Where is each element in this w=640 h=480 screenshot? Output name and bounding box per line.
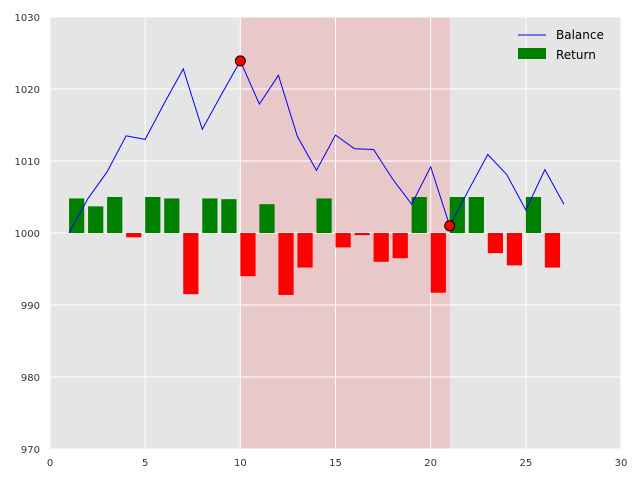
return-bar xyxy=(468,197,484,233)
y-tick-label: 980 xyxy=(21,373,40,384)
return-bar xyxy=(392,233,408,259)
return-bar xyxy=(525,197,542,233)
return-bar xyxy=(506,233,523,266)
return-bar xyxy=(544,233,561,268)
y-tick-label: 970 xyxy=(21,445,40,456)
return-bar xyxy=(487,233,503,254)
y-tick-label: 1010 xyxy=(15,157,40,168)
x-tick-label: 25 xyxy=(519,458,532,469)
y-tick-label: 990 xyxy=(21,301,40,312)
y-tick-label: 1020 xyxy=(15,85,40,96)
legend-balance-label: Balance xyxy=(556,28,604,42)
return-bar xyxy=(126,233,142,238)
return-bar xyxy=(183,233,199,295)
return-bar xyxy=(145,197,161,233)
y-tick-label: 1030 xyxy=(15,13,40,24)
legend: Balance Return xyxy=(518,28,604,62)
x-tick-label: 20 xyxy=(424,458,437,469)
x-tick-label: 0 xyxy=(47,458,53,469)
legend-return-label: Return xyxy=(556,48,596,62)
x-tick-label: 15 xyxy=(329,458,342,469)
return-bar xyxy=(88,206,104,233)
return-bar xyxy=(278,233,294,295)
trade-marker xyxy=(234,55,246,67)
x-tick-label: 10 xyxy=(234,458,247,469)
return-bar xyxy=(430,233,446,293)
return-bar xyxy=(316,198,332,233)
return-bar xyxy=(107,197,123,233)
x-tick-label: 30 xyxy=(615,458,628,469)
return-bar xyxy=(221,199,237,233)
return-bar xyxy=(259,204,275,233)
x-tick-label: 5 xyxy=(142,458,148,469)
y-tick-label: 1000 xyxy=(15,229,40,240)
return-bar xyxy=(202,198,218,233)
return-bar xyxy=(297,233,313,268)
return-bar xyxy=(164,198,180,233)
balance-line xyxy=(68,59,565,234)
return-bar xyxy=(411,197,427,233)
trade-marker xyxy=(444,220,456,232)
return-bar xyxy=(335,233,351,248)
return-bar xyxy=(240,233,256,277)
return-bar xyxy=(373,233,389,262)
return-bar xyxy=(354,233,370,236)
return-bar xyxy=(69,198,85,233)
legend-return-swatch xyxy=(518,48,546,59)
